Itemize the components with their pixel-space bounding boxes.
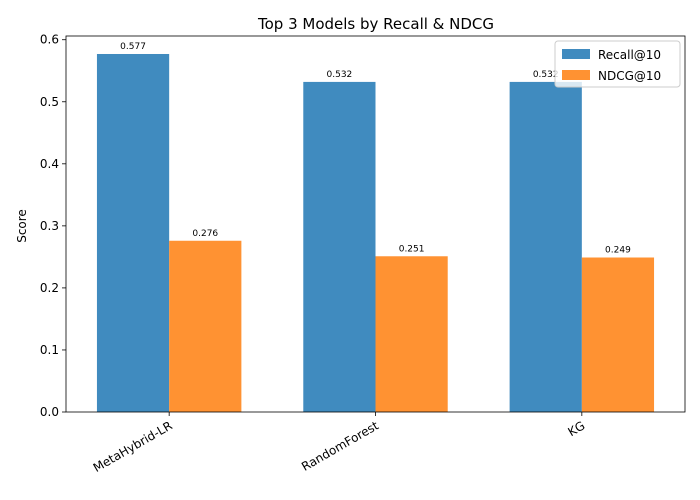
bar-ndcg-10-0 [169, 240, 242, 412]
bar-value-label: 0.532 [533, 70, 559, 80]
legend: Recall@10 NDCG@10 [554, 40, 681, 88]
chart-title: Top 3 Models by Recall & NDCG [257, 15, 494, 33]
bar-ndcg-10-2 [581, 257, 655, 412]
y-tick-label: 0.2 [40, 281, 59, 295]
x-tick-label: KG [565, 418, 587, 439]
legend-swatch [562, 49, 590, 59]
y-tick-label: 0.0 [40, 405, 59, 419]
bar-value-label: 0.251 [399, 244, 425, 254]
y-tick-label: 0.6 [40, 33, 59, 47]
bar-recall-10-0 [96, 53, 170, 412]
bar-value-label: 0.249 [605, 246, 631, 256]
plot-area: 0.577 0.532 0.532 0.276 0.251 0.249 0.0 0.1 0.2 0… [40, 33, 686, 475]
legend-swatch [562, 70, 590, 80]
y-tick-label: 0.1 [40, 343, 59, 357]
bar-value-label: 0.276 [192, 229, 218, 239]
bar-value-label: 0.577 [120, 42, 146, 52]
bar-value-label: 0.532 [327, 70, 353, 80]
y-tick-label: 0.5 [40, 95, 59, 109]
x-tick-label: MetaHybrid-LR [91, 418, 175, 475]
y-axis-label: Score [15, 209, 29, 243]
legend-label: NDCG@10 [598, 69, 661, 83]
y-tick-label: 0.4 [40, 157, 59, 171]
legend-label: Recall@10 [598, 48, 661, 62]
y-tick-label: 0.3 [40, 219, 59, 233]
bar-recall-10-2 [509, 81, 582, 413]
bar-recall-10-1 [303, 81, 376, 413]
x-tick-label: RandomForest [299, 418, 381, 474]
bar-ndcg-10-1 [375, 256, 448, 412]
